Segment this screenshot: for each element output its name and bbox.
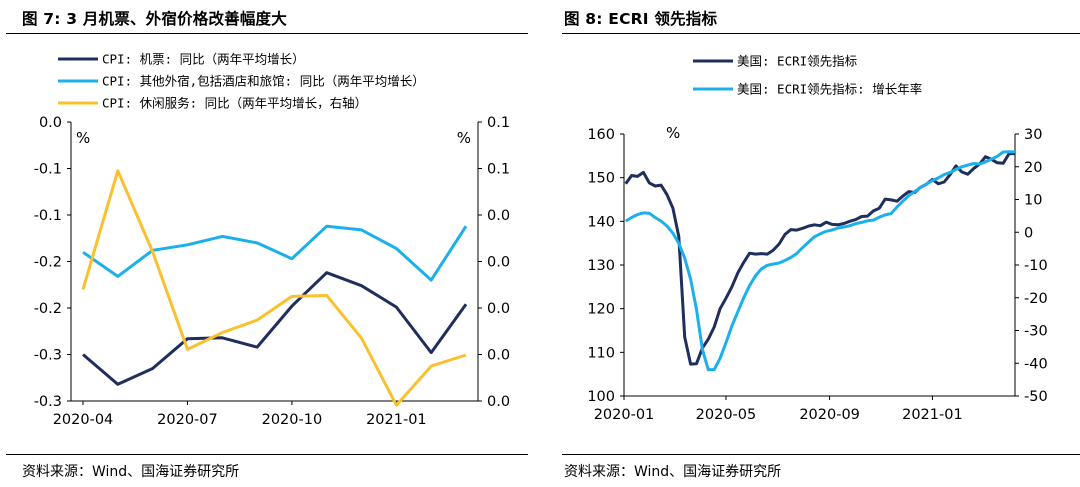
left-title-rule (6, 33, 528, 34)
left-y-right-tick-label: 0.0 (487, 348, 510, 364)
left-y-left-tick-label: -0.2 (34, 255, 62, 271)
right-y-right-tick-label: -50 (1024, 389, 1048, 405)
right-y-left-tick-label: 150 (587, 171, 615, 187)
left-y-left-tick-label: 0.0 (39, 115, 62, 131)
right-y-right-tick-label: -30 (1024, 324, 1048, 340)
left-unit-label-left: % (76, 129, 90, 147)
right-series-line-2 (624, 150, 1016, 372)
right-chart-panel: 图 8: ECRI 领先指标 美国: ECRI领先指标美国: ECRI领先指标:… (562, 0, 1080, 487)
right-series-line-1 (624, 152, 1015, 366)
right-y-left-tick-label: 100 (587, 389, 615, 405)
left-y-right-tick-label: 0.0 (487, 394, 510, 410)
left-series-lines (81, 169, 468, 407)
right-y-right-tick-label: -10 (1024, 258, 1048, 274)
right-title-rule (562, 33, 1080, 34)
right-x-tick-label: 2020-09 (799, 407, 860, 423)
left-legend-label: CPI: 机票: 同比（两年平均增长） (102, 52, 305, 67)
right-series-lines (624, 150, 1016, 372)
right-y-left-tick-label: 140 (587, 214, 615, 230)
right-axes: 1601501401301201101003020100-10-20-30-40… (587, 124, 1047, 423)
right-source-note: 资料来源：Wind、国海证券研究所 (564, 464, 782, 480)
right-y-left-tick-label: 120 (587, 302, 615, 318)
left-series-line-2 (82, 224, 468, 282)
right-x-tick-label: 2021-01 (902, 407, 963, 423)
left-x-tick-label: 2020-07 (157, 412, 218, 428)
right-y-right-tick-label: -20 (1024, 291, 1048, 307)
left-y-right-tick-label: 0.0 (487, 208, 510, 224)
left-legend-label: CPI: 其他外宿,包括酒店和旅馆: 同比（两年平均增长） (102, 74, 425, 89)
left-x-tick-label: 2020-04 (53, 412, 114, 428)
left-axes: 0.0 -0.1 -0.1 -0.2 -0.2 -0.3 -0.3 0.1 0.1 0.0 0.0 0… (34, 115, 510, 428)
right-y-right-tick-label: 30 (1024, 127, 1042, 143)
left-series-line-3 (81, 169, 467, 407)
right-y-left-tick-label: 160 (587, 127, 615, 143)
left-source-rule (6, 454, 528, 455)
left-series-line-1 (82, 271, 468, 386)
left-chart-panel: 图 7: 3 月机票、外宿价格改善幅度大 CPI: 机票: 同比（两年平均增长）… (0, 0, 528, 487)
right-y-right-tick-label: 10 (1024, 193, 1042, 209)
left-y-left-tick-label: -0.3 (34, 348, 62, 364)
left-y-left-tick-label: -0.3 (34, 394, 62, 410)
left-y-left-tick-label: -0.1 (34, 208, 62, 224)
left-y-right-tick-label: 0.0 (487, 255, 510, 271)
right-y-right-tick-label: -40 (1024, 356, 1048, 372)
left-x-tick-label: 2021-01 (366, 412, 427, 428)
left-legend: CPI: 机票: 同比（两年平均增长） CPI: 其他外宿,包括酒店和旅馆: 同比… (58, 52, 425, 111)
left-y-right-tick-label: 0.1 (487, 115, 510, 131)
left-x-tick-label: 2020-10 (262, 412, 323, 428)
left-y-left-tick-label: -0.1 (34, 162, 62, 178)
left-y-right-tick-label: 0.1 (487, 162, 510, 178)
left-chart-title: 图 7: 3 月机票、外宿价格改善幅度大 (22, 10, 287, 28)
left-unit-label-right: % (457, 129, 471, 147)
right-x-tick-label: 2020-01 (594, 407, 655, 423)
left-y-right-tick-label: 0.0 (487, 301, 510, 317)
right-chart-title: 图 8: ECRI 领先指标 (564, 10, 718, 28)
right-y-right-tick-label: 0 (1024, 225, 1033, 241)
right-legend-label: 美国: ECRI领先指标: 增长年率 (737, 82, 922, 97)
right-source-rule (562, 454, 1080, 455)
right-y-left-tick-label: 110 (587, 345, 615, 361)
left-y-left-tick-label: -0.2 (34, 301, 62, 317)
right-y-left-tick-label: 130 (587, 258, 615, 274)
right-y-right-tick-label: 20 (1024, 160, 1042, 176)
left-legend-label: CPI: 休闲服务: 同比（两年平均增长，右轴） (102, 96, 367, 111)
right-unit-label: % (666, 124, 680, 142)
left-source-note: 资料来源：Wind、国海证券研究所 (22, 464, 240, 480)
right-legend-label: 美国: ECRI领先指标 (737, 54, 857, 69)
right-x-tick-label: 2020-05 (696, 407, 757, 423)
left-line-chart: CPI: 机票: 同比（两年平均增长） CPI: 其他外宿,包括酒店和旅馆: 同比… (34, 52, 510, 429)
